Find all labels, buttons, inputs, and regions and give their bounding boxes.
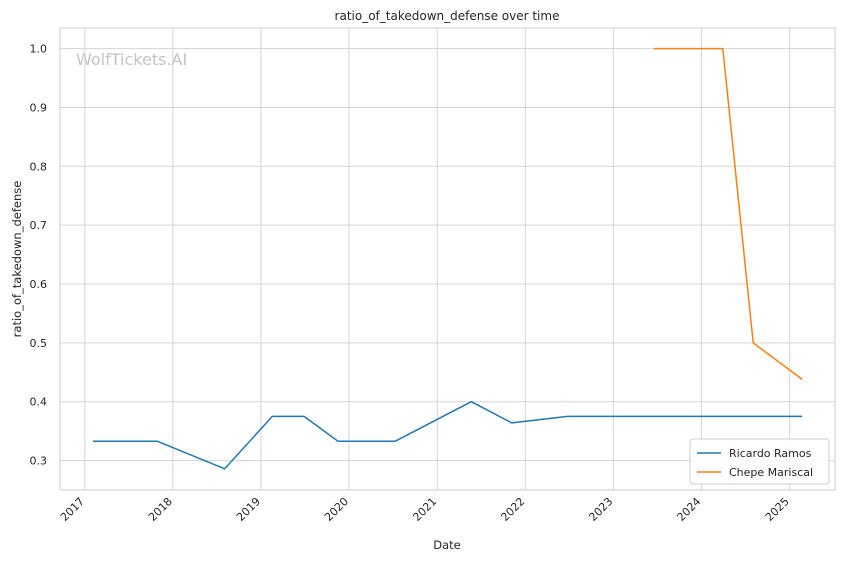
series-line-ricardo-ramos: [93, 400, 803, 470]
y-tick-label: 0.8: [30, 160, 48, 173]
y-axis-label: ratio_of_takedown_defense: [10, 181, 24, 338]
grid: [60, 28, 835, 490]
data-point-chepe-mariscal: [752, 341, 755, 344]
data-point-chepe-mariscal: [801, 378, 804, 381]
legend-label-chepe-mariscal: Chepe Mariscal: [729, 466, 813, 479]
data-point-ricardo-ramos: [394, 440, 397, 443]
legend: Ricardo Ramos Chepe Mariscal: [689, 438, 830, 485]
y-tick-label: 0.5: [30, 337, 48, 350]
series-line-chepe-mariscal: [653, 47, 803, 381]
legend-box: [689, 438, 830, 485]
data-point-ricardo-ramos: [271, 415, 274, 418]
data-point-chepe-mariscal: [721, 47, 724, 50]
data-point-chepe-mariscal: [652, 47, 655, 50]
data-point-ricardo-ramos: [470, 400, 473, 403]
data-point-ricardo-ramos: [156, 440, 159, 443]
data-point-ricardo-ramos: [566, 415, 569, 418]
plot-frame: [59, 27, 836, 491]
y-tick-label: 1.0: [30, 43, 48, 56]
legend-label-ricardo-ramos: Ricardo Ramos: [729, 447, 812, 460]
y-tick-label: 0.9: [30, 101, 48, 114]
y-tick-label: 0.6: [30, 278, 48, 291]
y-tick-label: 0.7: [30, 219, 48, 232]
y-tick-label: 0.3: [30, 455, 48, 468]
data-point-ricardo-ramos: [92, 440, 95, 443]
x-axis-label: Date: [433, 538, 461, 552]
data-point-ricardo-ramos: [223, 467, 226, 470]
data-point-ricardo-ramos: [801, 415, 804, 418]
watermark: WolfTickets.AI: [76, 50, 187, 69]
data-point-ricardo-ramos: [303, 415, 306, 418]
data-point-ricardo-ramos: [510, 421, 513, 424]
y-tick-label: 0.4: [30, 396, 48, 409]
series-layer: [92, 47, 804, 470]
data-point-ricardo-ramos: [336, 440, 339, 443]
chart-title: ratio_of_takedown_defense over time: [335, 9, 560, 23]
